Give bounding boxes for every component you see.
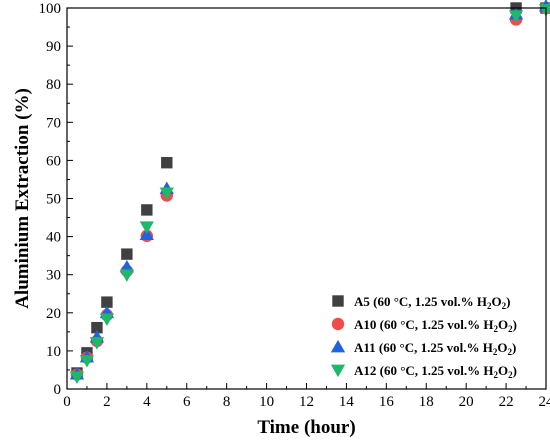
y-tick-label: 100 bbox=[39, 1, 62, 17]
y-tick-label: 50 bbox=[46, 192, 61, 208]
x-tick-label: 0 bbox=[63, 394, 71, 410]
data-point bbox=[139, 221, 154, 234]
data-point bbox=[508, 10, 524, 23]
legend-item: A10 (60 °C, 1.25 vol.% H2O2) bbox=[331, 317, 517, 334]
data-point bbox=[538, 4, 550, 17]
plot-frame bbox=[66, 7, 547, 390]
data-point bbox=[101, 296, 113, 308]
x-tick-label: 8 bbox=[223, 394, 231, 410]
x-tick-label: 24 bbox=[539, 394, 550, 410]
legend-item: A5 (60 °C, 1.25 vol.% H2O2) bbox=[332, 294, 511, 311]
legend-label: A5 (60 °C, 1.25 vol.% H2O2) bbox=[354, 294, 511, 311]
y-tick-label: 60 bbox=[46, 153, 61, 169]
x-tick-label: 20 bbox=[459, 394, 474, 410]
legend-item: A11 (60 °C, 1.25 vol.% H2O2) bbox=[330, 339, 516, 357]
data-point bbox=[91, 321, 103, 334]
y-tick-label: 70 bbox=[46, 115, 61, 131]
x-tick-label: 6 bbox=[183, 394, 191, 410]
x-tick-label: 4 bbox=[143, 394, 151, 410]
data-point bbox=[141, 204, 153, 216]
x-tick-label: 14 bbox=[339, 394, 355, 410]
x-axis-title: Time (hour) bbox=[257, 417, 355, 438]
data-point bbox=[79, 355, 95, 368]
data-point bbox=[121, 248, 133, 260]
data-point bbox=[89, 337, 105, 350]
series-3 bbox=[69, 4, 550, 384]
legend-item: A12 (60 °C, 1.25 vol.% H2O2) bbox=[330, 363, 517, 380]
legend: A5 (60 °C, 1.25 vol.% H2O2) A10 (60 °C, 1… bbox=[330, 294, 517, 380]
y-tick-label: 0 bbox=[54, 382, 62, 398]
x-tick-label: 12 bbox=[299, 394, 314, 410]
data-point bbox=[159, 187, 174, 200]
y-tick-label: 10 bbox=[46, 344, 61, 360]
legend-label: A11 (60 °C, 1.25 vol.% H2O2) bbox=[354, 340, 516, 357]
tick-labels: 0 2 4 6 8 10 12 14 16 18 20 22 240102030405060708090… bbox=[39, 1, 550, 410]
y-tick-label: 20 bbox=[46, 306, 61, 322]
y-axis-title: Aluminium Extraction (%) bbox=[12, 88, 33, 309]
data-point bbox=[99, 313, 115, 327]
y-tick-label: 30 bbox=[46, 268, 61, 284]
data-point bbox=[119, 269, 135, 282]
legend-label: A10 (60 °C, 1.25 vol.% H2O2) bbox=[354, 317, 517, 334]
x-tick-label: 10 bbox=[259, 394, 274, 410]
x-tick-label: 18 bbox=[419, 394, 434, 410]
x-tick-label: 2 bbox=[103, 394, 111, 410]
data-point bbox=[161, 156, 173, 169]
y-tick-label: 80 bbox=[46, 77, 61, 93]
legend-marker bbox=[330, 364, 346, 378]
y-tick-label: 40 bbox=[46, 230, 61, 246]
legend-label: A12 (60 °C, 1.25 vol.% H2O2) bbox=[354, 363, 517, 380]
data-point bbox=[69, 371, 85, 384]
legend-marker bbox=[330, 339, 346, 353]
legend-marker bbox=[331, 317, 345, 331]
legend-marker bbox=[332, 295, 344, 307]
data-point bbox=[119, 259, 135, 273]
x-tick-label: 22 bbox=[499, 394, 514, 410]
y-tick-label: 90 bbox=[46, 39, 61, 55]
x-tick-label: 16 bbox=[379, 394, 395, 410]
